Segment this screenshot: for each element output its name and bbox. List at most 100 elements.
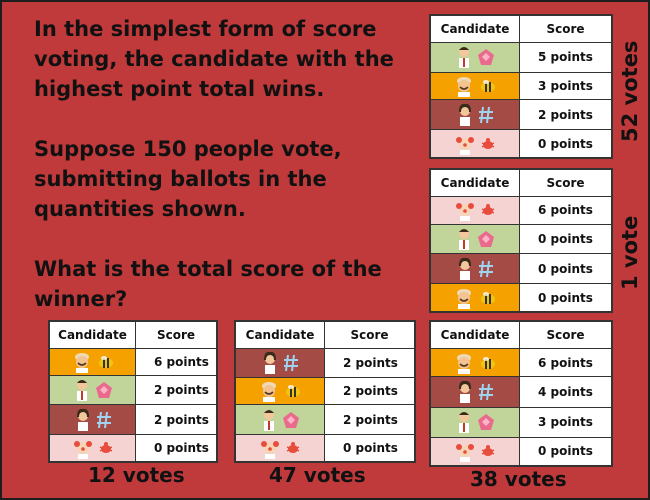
man-icon: [455, 410, 473, 434]
vote-count-label: 52 votes: [618, 40, 642, 142]
ballot-row: 0 points: [430, 283, 612, 312]
score-header: Score: [519, 15, 612, 43]
score-value: 3 points: [519, 71, 612, 101]
score-value: 0 points: [519, 129, 612, 158]
ballot-row: 3 points: [430, 406, 612, 438]
woman-icon: [261, 351, 279, 375]
bug-icon: [480, 444, 496, 458]
ballot-table: Candidate Score 2 points 2 points 2 points 0 …: [235, 321, 415, 463]
brown-candidate-cell: [430, 99, 520, 131]
score-value: 0 points: [519, 436, 612, 467]
ballot-row: 5 points: [430, 42, 612, 73]
bug-icon: [285, 441, 301, 455]
man-icon: [455, 45, 473, 69]
hash-icon: [96, 411, 112, 429]
ballot-table: Candidate Score 5 points 3 points 2 points 0 …: [430, 15, 612, 158]
ballot-row: 0 points: [49, 433, 217, 463]
candidate-header: Candidate: [430, 15, 520, 43]
vote-count-label: 1 vote: [618, 215, 642, 290]
intro-text: In the simplest form of score voting, th…: [34, 17, 394, 101]
woman-icon: [456, 380, 474, 404]
candidate-header: Candidate: [430, 321, 520, 349]
ballot-row: 6 points: [430, 347, 612, 378]
ballot-row: 0 points: [430, 436, 612, 467]
ballot-top-right: Candidate Score 5 points 3 points 2 points 0 …: [429, 14, 613, 159]
score-header: Score: [324, 321, 415, 349]
green-candidate-cell: [430, 406, 520, 438]
score-header: Score: [519, 321, 612, 349]
pink-shape-icon: [282, 411, 300, 429]
pink-candidate-cell: [430, 436, 520, 467]
ballot-header-row: Candidate Score: [49, 321, 217, 349]
ballot-row: 2 points: [235, 347, 415, 379]
ballot-row: 0 points: [430, 129, 612, 158]
candidate-header: Candidate: [430, 169, 520, 197]
orange-candidate-cell: [430, 283, 520, 312]
chef-icon: [71, 351, 93, 374]
bee-icon: [284, 384, 302, 398]
ballot-row: 2 points: [235, 404, 415, 435]
green-candidate-cell: [430, 42, 520, 73]
green-candidate-cell: [235, 404, 325, 435]
bug-icon: [480, 203, 496, 217]
score-value: 2 points: [135, 404, 217, 435]
ballot-row: 6 points: [49, 347, 217, 377]
score-value: 2 points: [519, 99, 612, 131]
ballot-header-row: Candidate Score: [235, 321, 415, 349]
clown-icon: [259, 437, 281, 459]
ballot-bottom-left: Candidate Score 6 points 2 points 2 points 0 …: [48, 320, 218, 463]
brown-candidate-cell: [49, 404, 136, 435]
ballot-row: 2 points: [235, 377, 415, 406]
ballot-row: 0 points: [430, 253, 612, 285]
vote-count-label: 38 votes: [470, 467, 567, 491]
score-value: 2 points: [324, 347, 415, 379]
score-header: Score: [519, 169, 612, 197]
score-value: 0 points: [519, 253, 612, 285]
score-value: 2 points: [324, 377, 415, 406]
bee-icon: [97, 355, 115, 369]
orange-candidate-cell: [235, 377, 325, 406]
bee-icon: [479, 356, 497, 370]
ballot-row: 6 points: [430, 196, 612, 225]
vote-count-label: 12 votes: [88, 463, 185, 487]
pink-shape-icon: [95, 381, 113, 399]
vote-count-label: 47 votes: [269, 463, 366, 487]
pink-candidate-cell: [49, 433, 136, 463]
pink-shape-icon: [477, 48, 495, 66]
hash-icon: [478, 106, 494, 124]
score-value: 3 points: [519, 406, 612, 438]
ballot-row: 0 points: [430, 223, 612, 255]
clown-icon: [454, 199, 476, 222]
green-candidate-cell: [430, 223, 520, 255]
clown-icon: [72, 437, 94, 459]
score-value: 5 points: [519, 42, 612, 73]
ballot-header-row: Candidate Score: [430, 169, 612, 197]
setup-text: Suppose 150 people vote, submitting ball…: [34, 137, 342, 221]
ballot-middle-right: Candidate Score 6 points 0 points 0 points 0 …: [429, 168, 613, 313]
pink-candidate-cell: [235, 433, 325, 463]
woman-icon: [456, 103, 474, 127]
chef-icon: [453, 75, 475, 98]
score-value: 6 points: [519, 347, 612, 378]
woman-icon: [74, 408, 92, 432]
man-icon: [73, 378, 91, 402]
bee-icon: [479, 291, 497, 305]
ballot-header-row: Candidate Score: [430, 321, 612, 349]
chef-icon: [258, 380, 280, 403]
candidate-header: Candidate: [49, 321, 136, 349]
score-value: 0 points: [519, 223, 612, 255]
score-value: 6 points: [519, 196, 612, 225]
pink-shape-icon: [477, 230, 495, 248]
hash-icon: [283, 354, 299, 372]
hash-icon: [478, 383, 494, 401]
orange-candidate-cell: [430, 71, 520, 101]
ballot-table: Candidate Score 6 points 2 points 2 points 0 …: [49, 321, 217, 463]
clown-icon: [454, 440, 476, 463]
ballot-table: Candidate Score 6 points 4 points 3 points 0 …: [430, 321, 612, 467]
score-value: 0 points: [519, 283, 612, 312]
chef-icon: [453, 352, 475, 374]
ballot-row: 4 points: [430, 376, 612, 408]
bug-icon: [98, 441, 114, 455]
ballot-table: Candidate Score 6 points 0 points 0 points 0 …: [430, 169, 612, 312]
